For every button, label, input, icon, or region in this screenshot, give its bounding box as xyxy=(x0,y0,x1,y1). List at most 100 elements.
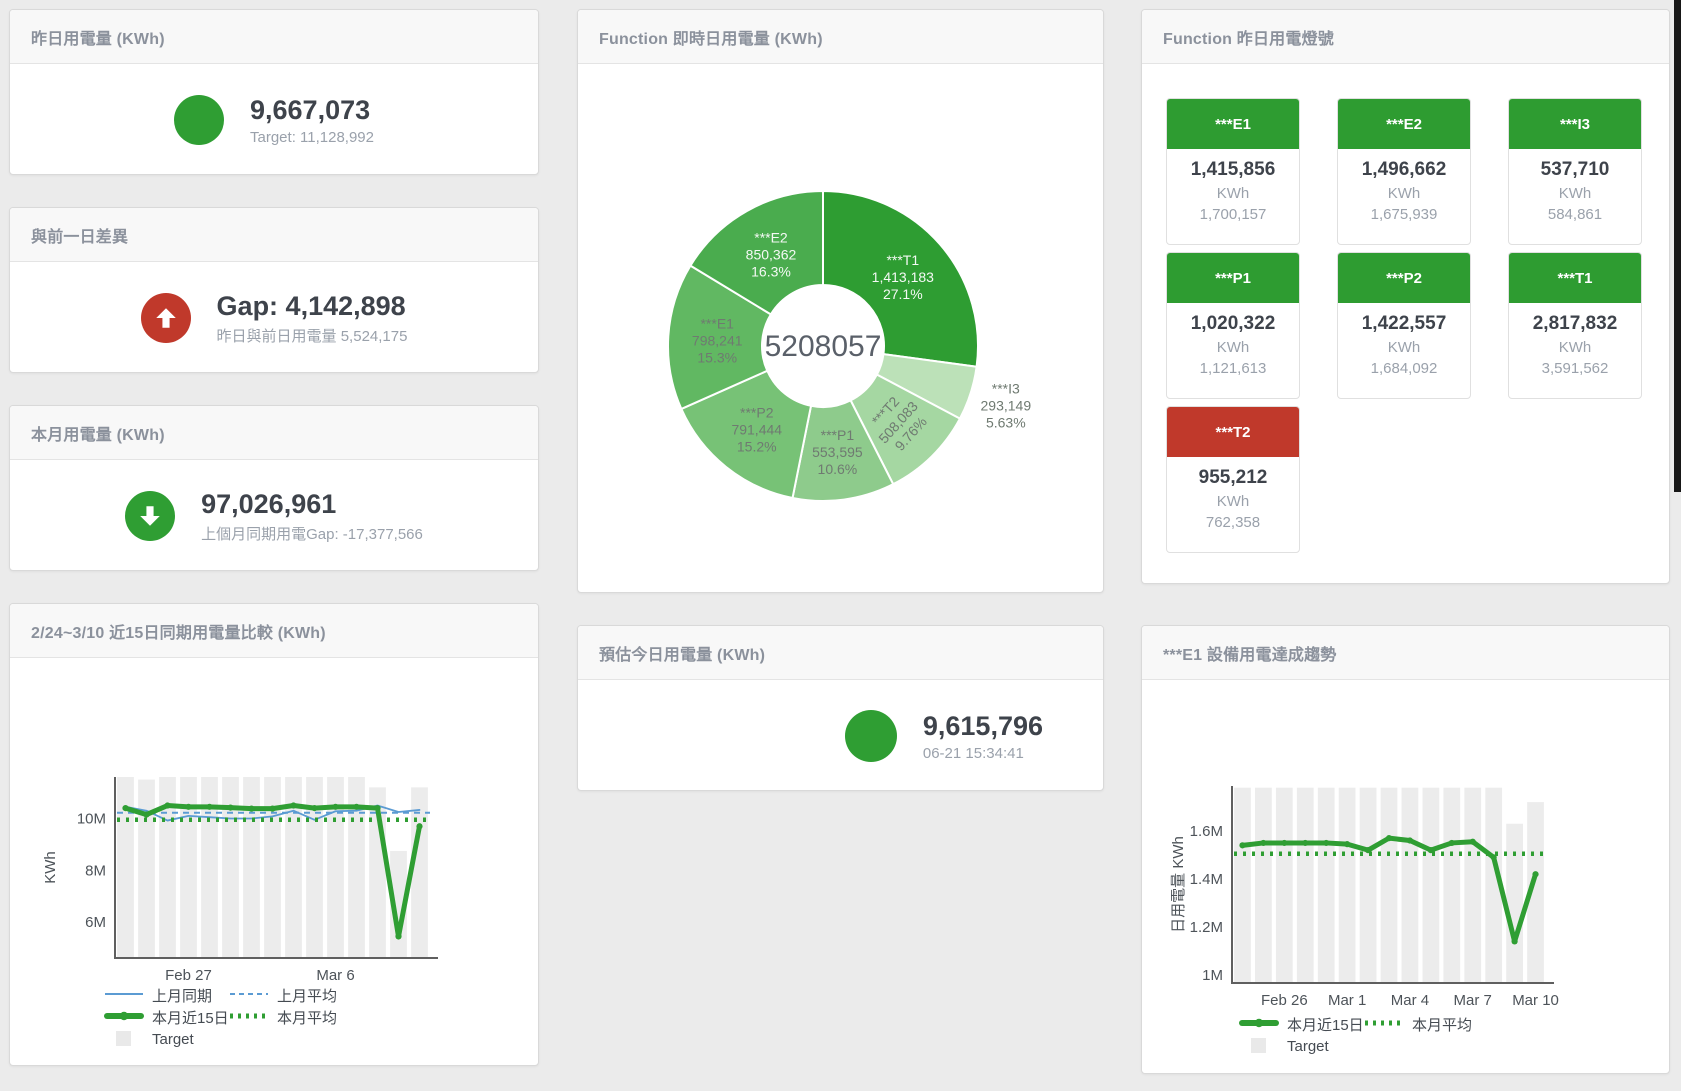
target-bar xyxy=(1464,787,1482,983)
donut-slice-P2[interactable] xyxy=(680,369,813,500)
target-bar xyxy=(285,777,302,958)
donut-slice-T1[interactable] xyxy=(822,189,979,368)
legend-swatch-square xyxy=(1251,1038,1266,1053)
status-tile-E1[interactable]: ***E1 1,415,856 KWh 1,700,157 xyxy=(1166,98,1300,245)
data-point xyxy=(1385,835,1393,842)
legend-item[interactable]: Target xyxy=(104,1031,229,1048)
target-bar xyxy=(1317,787,1335,983)
legend-label: 上月同期 xyxy=(152,987,213,1005)
x-tick-label: Mar 7 xyxy=(1454,992,1492,1009)
legend-item[interactable]: Target xyxy=(1239,1038,1364,1055)
tile-value: 1,496,662 xyxy=(1361,159,1447,180)
compare-chart-legend: 上月同期 上月平均 本月近15日 本月平均 Target xyxy=(104,984,354,1050)
legend-label: Target xyxy=(1287,1037,1329,1055)
tile-name: ***T2 xyxy=(1167,407,1299,457)
yesterday-usage-value: 9,667,073 xyxy=(250,94,371,125)
data-point xyxy=(1448,839,1455,847)
y-tick-label: 1.2M xyxy=(1190,919,1223,936)
card-title: Function 即時日用電量 (KWh) xyxy=(599,30,823,48)
legend-item[interactable]: 本月近15日 xyxy=(104,1007,229,1028)
legend-label: 本月平均 xyxy=(1412,1016,1473,1034)
trend-line-chart[interactable]: 1.6M 1.4M 1.2M 1M Feb 26 Mar 1 Mar 4 Mar 7 Mar 1… xyxy=(1142,680,1669,1074)
data-point xyxy=(1239,842,1246,849)
status-tile-E2[interactable]: ***E2 1,496,662 KWh 1,675,939 xyxy=(1337,98,1471,245)
compare-line-chart[interactable]: 10M 8M 6M Feb 27 Mar 6 KWh xyxy=(10,658,538,1066)
x-tick-label: Mar 6 xyxy=(316,967,354,984)
x-tick-label: Mar 4 xyxy=(1391,992,1429,1009)
tile-unit: KWh xyxy=(1216,185,1250,202)
target-bar xyxy=(411,787,428,958)
card-month-usage: 本月用電量 (KWh) 97,026,961 上個月同期用電Gap: -17,3… xyxy=(9,405,539,571)
legend-item[interactable]: 本月平均 xyxy=(1364,1014,1489,1035)
yesterday-usage-target: Target: 11,128,992 xyxy=(250,128,374,146)
data-point xyxy=(143,811,150,818)
legend-swatch-line-dashed xyxy=(230,993,268,995)
status-tile-P2[interactable]: ***P2 1,422,557 KWh 1,684,092 xyxy=(1337,252,1471,399)
target-bar xyxy=(306,777,323,958)
legend-item[interactable]: 上月同期 xyxy=(104,985,229,1006)
target-bar xyxy=(201,777,218,958)
data-point xyxy=(395,933,402,940)
card-title: 與前一日差異 xyxy=(31,228,129,246)
y-axis-title: KWh xyxy=(42,851,59,884)
y-axis-title: 日用電量 KWh xyxy=(1170,836,1187,933)
y-tick-label: 10M xyxy=(77,810,106,827)
target-bar xyxy=(180,777,197,958)
data-point xyxy=(1260,839,1267,847)
legend-item[interactable]: 上月平均 xyxy=(229,985,354,1006)
card-title: 本月用電量 (KWh) xyxy=(31,426,165,444)
target-bar xyxy=(1485,787,1503,983)
card-day-gap: 與前一日差異 Gap: 4,142,898 昨日與前日用電量 5,524,175 xyxy=(9,207,539,373)
tile-name: ***E1 xyxy=(1167,99,1299,149)
tile-target: 762,358 xyxy=(1205,514,1261,531)
target-bar xyxy=(1338,787,1356,983)
day-gap-value: Gap: 4,142,898 xyxy=(216,290,406,321)
data-point xyxy=(416,823,423,830)
y-tick-label: 8M xyxy=(85,862,106,879)
tile-target: 1,684,092 xyxy=(1370,360,1438,377)
tile-value: 1,422,557 xyxy=(1361,313,1447,334)
legend-item[interactable]: 本月平均 xyxy=(229,1007,354,1028)
lights-grid: ***E1 1,415,856 KWh 1,700,157 ***E2 1,496,662… xyxy=(1142,64,1669,553)
target-bar xyxy=(1234,787,1251,983)
window-edge-strip xyxy=(1674,0,1681,492)
data-point xyxy=(1323,839,1330,847)
target-bar xyxy=(1255,787,1272,983)
donut-slice-E1[interactable] xyxy=(667,264,773,411)
y-tick-label: 6M xyxy=(85,914,106,931)
data-point xyxy=(206,803,213,810)
data-point xyxy=(1532,871,1539,878)
status-tile-I3[interactable]: ***I3 537,710 KWh 584,861 xyxy=(1508,98,1642,245)
status-tile-T2[interactable]: ***T2 955,212 KWh 762,358 xyxy=(1166,406,1300,553)
trend-chart-legend: 本月近15日 本月平均 Target xyxy=(1239,1013,1489,1057)
legend-label: Target xyxy=(152,1030,194,1048)
y-tick-label: 1.6M xyxy=(1190,823,1223,840)
tile-value: 955,212 xyxy=(1198,467,1268,488)
tile-target: 584,861 xyxy=(1547,206,1603,223)
donut-chart[interactable]: ***T1 1,413,183 27.1% ***I3 293,149 5.63% ***T… xyxy=(578,64,1104,593)
card-header: Function 昨日用電燈號 xyxy=(1142,10,1669,64)
svg-text:***T2508,0839.76%: ***T2508,0839.76% xyxy=(863,387,934,458)
target-bar xyxy=(159,777,176,958)
card-title: ***E1 設備用電達成趨勢 xyxy=(1163,646,1337,664)
donut-slice-label: ***P2 791,444 15.2% xyxy=(731,405,782,455)
target-bar xyxy=(138,779,155,958)
donut-slice-label: ***P1 553,595 10.6% xyxy=(812,427,863,477)
target-bar xyxy=(348,777,365,958)
donut-slice-label: ***E1 798,241 15.3% xyxy=(692,315,743,365)
donut-slice-E2[interactable] xyxy=(689,189,824,316)
data-point xyxy=(1281,839,1288,847)
data-point xyxy=(248,805,255,812)
status-tile-P1[interactable]: ***P1 1,020,322 KWh 1,121,613 xyxy=(1166,252,1300,399)
data-point xyxy=(227,804,234,811)
data-point xyxy=(290,802,297,809)
tile-target: 3,591,562 xyxy=(1541,360,1609,377)
tile-target: 1,700,157 xyxy=(1199,206,1267,223)
card-header: Function 即時日用電量 (KWh) xyxy=(578,10,1103,64)
legend-item[interactable]: 本月近15日 xyxy=(1239,1014,1364,1035)
tile-unit: KWh xyxy=(1387,339,1421,356)
status-tile-T1[interactable]: ***T1 2,817,832 KWh 3,591,562 xyxy=(1508,252,1642,399)
